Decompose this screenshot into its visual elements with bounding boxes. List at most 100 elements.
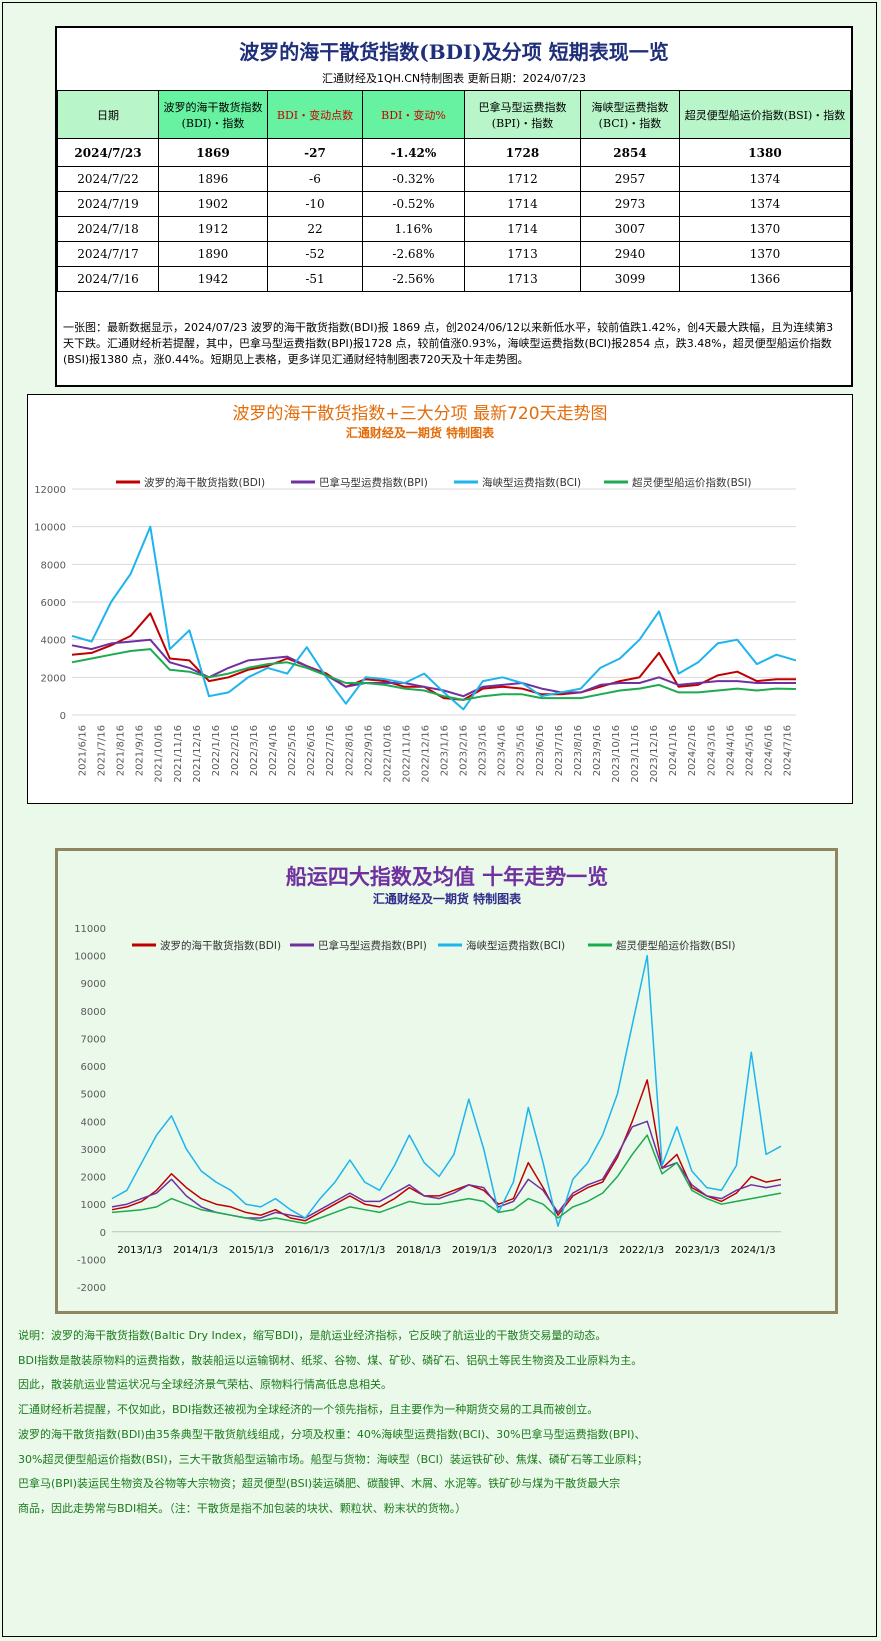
y-tick-label: 1000 xyxy=(81,1200,106,1211)
table-row: 2024/7/19 1902 -10 -0.52% 1714 2973 1374 xyxy=(57,191,851,217)
x-tick-label: 2021/11/16 xyxy=(173,725,184,783)
table-row: 2024/7/16 1942 -51 -2.56% 1713 3099 1366 xyxy=(57,266,851,292)
x-tick-label: 2023/4/16 xyxy=(497,725,508,776)
y-tick-label: 6000 xyxy=(41,598,66,609)
table-cell: 2024/7/22 xyxy=(57,166,159,192)
y-tick-label: 2000 xyxy=(41,673,66,684)
y-tick-label: 6000 xyxy=(81,1062,106,1073)
legend-label: 波罗的海干散货指数(BDI) xyxy=(160,939,281,952)
x-tick-label: 2024/7/16 xyxy=(782,725,793,776)
x-tick-label: 2016/1/3 xyxy=(285,1245,330,1256)
table-cell: 2973 xyxy=(580,191,680,217)
x-tick-label: 2017/1/3 xyxy=(340,1245,385,1256)
table-cell: 2024/7/16 xyxy=(57,266,159,292)
table-cell: -0.32% xyxy=(362,166,465,192)
x-tick-label: 2022/5/16 xyxy=(287,725,298,776)
table-cell: 2024/7/19 xyxy=(57,191,159,217)
x-tick-label: 2022/4/16 xyxy=(268,725,279,776)
x-tick-label: 2023/12/16 xyxy=(649,725,660,783)
table-cell: -51 xyxy=(267,266,363,292)
series-line xyxy=(111,1079,782,1222)
y-tick-label: 9000 xyxy=(81,979,106,990)
description-line: 波罗的海干散货指数(BDI)由35条典型干散货航线组成，分项及权重：40%海峡型… xyxy=(18,1427,646,1441)
table-cell: 2854 xyxy=(580,138,680,167)
table-cell: 1869 xyxy=(158,138,268,167)
x-tick-label: 2021/8/16 xyxy=(116,725,127,776)
chart-ten-year-panel: 船运四大指数及均值 十年走势一览 汇通财经及一期货 特制图表 -2000 -1000 0… xyxy=(55,848,838,1314)
description-line: 30%超灵便型船运价指数(BSI)，三大干散货船型运输市场。船型与货物：海峡型（… xyxy=(18,1452,648,1466)
table-cell: 1714 xyxy=(464,216,581,242)
x-tick-label: 2021/9/16 xyxy=(135,725,146,776)
x-tick-label: 2022/1/3 xyxy=(619,1245,664,1256)
series-line xyxy=(111,954,782,1227)
x-tick-label: 2024/6/16 xyxy=(763,725,774,776)
x-tick-label: 2022/2/16 xyxy=(230,725,241,776)
col-header-bdi: 波罗的海干散货指数(BDI)・指数 xyxy=(158,90,268,139)
description-line: 因此，散装航运业营运状况与全球经济景气荣枯、原物料行情高低息息相关。 xyxy=(18,1378,392,1392)
table-cell: 1712 xyxy=(464,166,581,192)
table-cell: -6 xyxy=(267,166,363,192)
table-cell: 1942 xyxy=(158,266,268,292)
x-tick-label: 2021/1/3 xyxy=(563,1245,608,1256)
table-cell: 1896 xyxy=(158,166,268,192)
description-text: 说明：波罗的海干散货指数(Baltic Dry Index，缩写BDI)，是航运… xyxy=(18,1324,868,1522)
table-cell: 22 xyxy=(267,216,363,242)
description-line: 汇通财经析若提醒，不仅如此，BDI指数还被视为全球经济的一个领先指标，且主要作为… xyxy=(18,1403,599,1417)
x-tick-label: 2019/1/3 xyxy=(452,1245,497,1256)
y-tick-label: 11000 xyxy=(74,924,106,935)
table-cell: 3099 xyxy=(580,266,680,292)
chart-subtitle: 汇通财经及一期货 特制图表 xyxy=(373,891,522,906)
x-tick-label: 2023/1/16 xyxy=(440,725,451,776)
summary-table-panel: 波罗的海干散货指数(BDI)及分项 短期表现一览 汇通财经及1QH.CN特制图表… xyxy=(55,26,853,387)
series-line xyxy=(71,525,797,711)
y-tick-label: 12000 xyxy=(34,485,66,496)
table-cell: 3007 xyxy=(580,216,680,242)
chart-title: 波罗的海干散货指数+三大分项 最新720天走势图 xyxy=(232,404,607,424)
x-tick-label: 2022/12/16 xyxy=(420,725,431,783)
table-cell: -10 xyxy=(267,191,363,217)
x-tick-label: 2021/6/16 xyxy=(78,725,89,776)
chart-720-day-panel: 波罗的海干散货指数+三大分项 最新720天走势图 汇通财经及一期货 特制图表 0 20… xyxy=(27,394,853,804)
y-tick-label: 5000 xyxy=(81,1090,106,1101)
x-tick-label: 2024/1/3 xyxy=(731,1245,776,1256)
series-line xyxy=(71,638,796,698)
y-tick-label: 0 xyxy=(100,1228,106,1239)
table-cell: -0.52% xyxy=(362,191,465,217)
table-note: 一张图：最新数据显示，2024/07/23 波罗的海干散货指数(BDI)报 18… xyxy=(63,321,834,366)
table-row: 2024/7/17 1890 -52 -2.68% 1713 2940 1370 xyxy=(57,241,851,267)
x-tick-label: 2021/12/16 xyxy=(192,725,203,783)
table-cell: 1714 xyxy=(464,191,581,217)
x-tick-label: 2022/3/16 xyxy=(249,725,260,776)
table-header-row: 日期 波罗的海干散货指数(BDI)・指数 BDI・变动点数 BDI・变动% 巴拿… xyxy=(57,90,851,139)
x-tick-label: 2022/11/16 xyxy=(401,725,412,783)
x-tick-label: 2022/7/16 xyxy=(325,725,336,776)
table-cell: -2.68% xyxy=(362,241,465,267)
series-line xyxy=(71,648,797,701)
x-tick-label: 2023/8/16 xyxy=(573,725,584,776)
description-line: 巴拿马(BPI)装运民生物资及谷物等大宗物资；超灵便型(BSI)装运磷肥、碳酸钾… xyxy=(18,1477,621,1491)
y-tick-label: 8000 xyxy=(81,1007,106,1018)
table-cell: 1713 xyxy=(464,266,581,292)
y-tick-label: 4000 xyxy=(81,1117,106,1128)
x-tick-label: 2022/9/16 xyxy=(363,725,374,776)
col-header-bdi-pct: BDI・变动% xyxy=(362,90,465,139)
chart-title: 船运四大指数及均值 十年走势一览 xyxy=(286,865,608,889)
x-tick-label: 2022/1/16 xyxy=(211,725,222,776)
col-header-date: 日期 xyxy=(57,90,159,139)
x-tick-label: 2023/6/16 xyxy=(535,725,546,776)
table-cell: 1374 xyxy=(679,166,851,192)
y-tick-label: 10000 xyxy=(34,523,66,534)
table-row: 2024/7/23 1869 -27 -1.42% 1728 2854 1380 xyxy=(57,138,851,167)
index-table: 日期 波罗的海干散货指数(BDI)・指数 BDI・变动点数 BDI・变动% 巴拿… xyxy=(57,90,851,292)
x-tick-label: 2023/2/16 xyxy=(459,725,470,776)
x-tick-label: 2023/7/16 xyxy=(554,725,565,776)
y-tick-label: 7000 xyxy=(81,1034,106,1045)
x-tick-label: 2022/6/16 xyxy=(306,725,317,776)
table-cell: -2.56% xyxy=(362,266,465,292)
description-line: 商品，因此走势常与BDI相关。（注：干散货是指不加包装的块状、颗粒状、粉末状的货… xyxy=(18,1501,467,1515)
x-tick-label: 2023/9/16 xyxy=(592,725,603,776)
table-cell: 1.16% xyxy=(362,216,465,242)
table-cell: 1728 xyxy=(464,138,581,167)
table-row: 2024/7/22 1896 -6 -0.32% 1712 2957 1374 xyxy=(57,166,851,192)
